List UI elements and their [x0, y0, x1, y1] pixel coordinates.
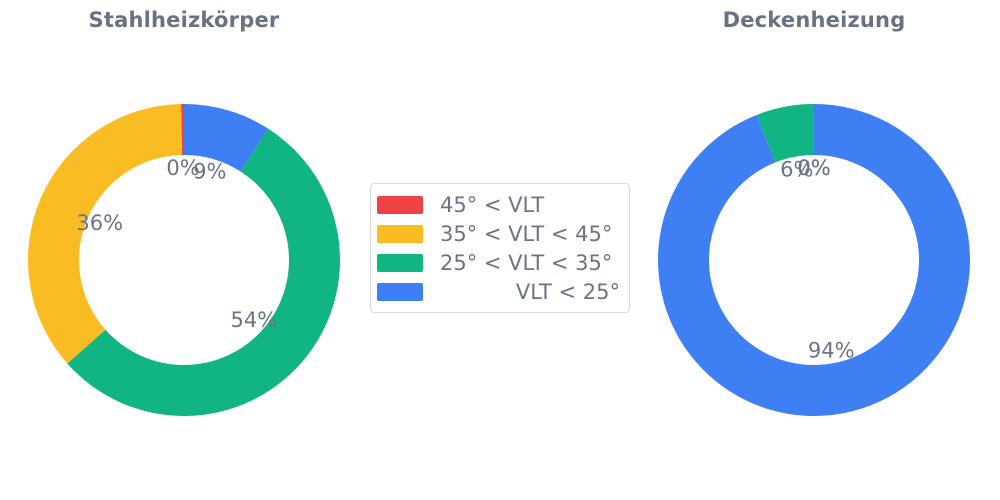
legend-swatch-icon	[377, 195, 423, 214]
legend: 45° < VLT 35° < VLT < 45° 25° < VLT < 35° V…	[370, 183, 630, 313]
slice-label: 0%	[797, 156, 830, 180]
slice-label: 94%	[808, 338, 855, 362]
chart-title-right: Deckenheizung	[722, 8, 906, 32]
legend-item[interactable]: 45° < VLT	[377, 194, 625, 216]
slice-label: 54%	[231, 308, 278, 332]
slice-label: 6%	[780, 158, 813, 182]
legend-item[interactable]: VLT < 25°	[377, 281, 625, 303]
pie-slice[interactable]	[67, 128, 340, 417]
chart-title-left: Stahlheizkörper	[88, 8, 280, 32]
pie-slice[interactable]	[658, 104, 970, 417]
slice-label: 36%	[76, 211, 123, 235]
legend-item-label: 45° < VLT	[440, 192, 545, 217]
legend-swatch-icon	[377, 282, 423, 301]
legend-item-label: 35° < VLT < 45°	[440, 221, 613, 246]
legend-swatch-icon	[377, 224, 423, 243]
pie-slice[interactable]	[756, 104, 814, 163]
legend-swatch-icon	[377, 253, 423, 272]
slice-label: 0%	[166, 156, 199, 180]
pie-slice[interactable]	[28, 104, 183, 364]
slice-label: 0%	[797, 156, 830, 180]
slice-label: 9%	[193, 160, 226, 184]
legend-item[interactable]: 35° < VLT < 45°	[377, 223, 625, 245]
legend-item-label: VLT < 25°	[515, 279, 620, 304]
pie-slice[interactable]	[181, 104, 184, 156]
legend-item[interactable]: 25° < VLT < 35°	[377, 252, 625, 274]
legend-item-label: 25° < VLT < 35°	[440, 250, 613, 275]
pie-slice[interactable]	[184, 104, 269, 172]
